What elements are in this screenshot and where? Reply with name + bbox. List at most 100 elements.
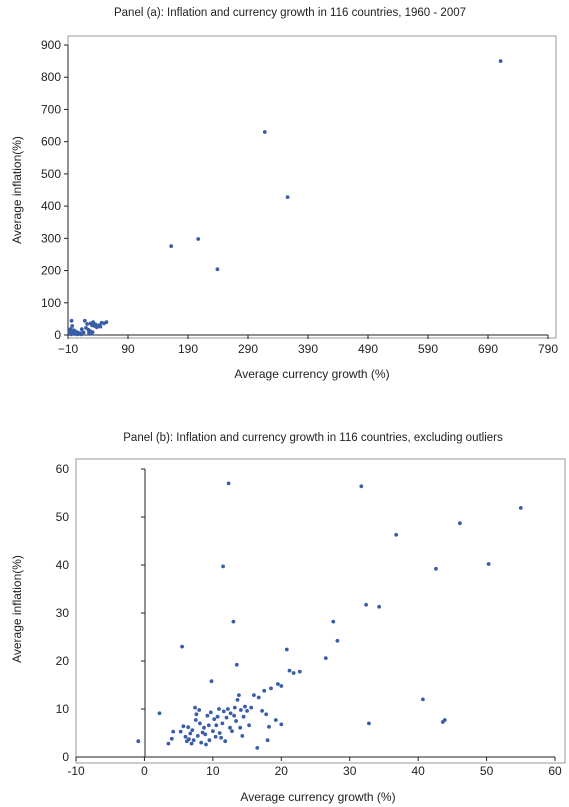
panel-b-data-point [269, 686, 273, 691]
panel-b-data-point [221, 564, 226, 569]
panel-b-data-point [198, 721, 202, 726]
panel-b-x-tick-label: 20 [275, 764, 289, 778]
panel-b-data-point [367, 721, 371, 726]
panel-b-data-point [166, 741, 171, 746]
panel-b-x-tick-label: 30 [343, 764, 357, 778]
panel-b-data-point [194, 712, 199, 717]
panel-b-data-point [178, 729, 183, 734]
panel-b-y-tick-label: 60 [56, 462, 70, 476]
panel-b-data-point [238, 725, 243, 730]
panel-b-data-point [228, 711, 233, 716]
panel-a-data-point [93, 322, 98, 327]
panel-b-data-point [394, 532, 399, 537]
panel-b-x-tick-label: -10 [67, 764, 85, 778]
panel-a-data-point [82, 318, 87, 323]
panel-b-data-point [234, 719, 239, 723]
panel-b-x-tick-label: 40 [411, 764, 425, 778]
panel-b-data-point [215, 714, 220, 719]
panel-b-data-point [235, 698, 240, 702]
panel-b-data-point [231, 619, 236, 624]
panel-b-data-point [202, 725, 206, 730]
panel-b-data-point [226, 481, 231, 486]
panel-b-data-point [518, 506, 523, 510]
panel-b-data-point [237, 693, 241, 697]
panel-a-data-point [98, 324, 103, 329]
panel-b-data-point [219, 735, 224, 740]
panel-b-data-point [193, 718, 198, 722]
panel-b-title: Panel (b): Inflation and currency growth… [123, 432, 503, 444]
panel-b-data-point [359, 484, 364, 489]
panel-a-data-point [262, 130, 267, 134]
panel-b-x-tick-label: 50 [480, 764, 494, 778]
panel-a-data-point [85, 322, 90, 326]
panel-b-x-tick-label: 0 [141, 764, 148, 778]
panel-a-title: Panel (a): Inflation and currency growth… [114, 7, 466, 19]
panel-b-data-point [230, 729, 234, 733]
panel-b-data-point [252, 693, 256, 697]
panel-a-y-axis-label: Average inflation(%) [10, 136, 24, 244]
panel-b-data-point [364, 602, 368, 607]
panel-b-data-point [243, 704, 247, 709]
panel-b-data-point [208, 710, 213, 715]
panel-b-data-point [169, 736, 174, 741]
panel-a-y-tick-label: 900 [41, 38, 61, 52]
panel-a-x-tick-label: 490 [358, 342, 378, 356]
panel-b-data-point [171, 729, 176, 734]
panel-b-data-point [195, 734, 200, 738]
panel-b-data-point [214, 723, 219, 728]
panel-a-x-axis-label: Average currency growth (%) [234, 367, 389, 381]
panel-b-data-point [232, 705, 237, 710]
panel-b-data-point [189, 741, 194, 746]
panel-b-data-point [223, 739, 228, 744]
panel-b-y-ticks: 0 10 20 30 40 50 60 [56, 462, 145, 764]
panel-b-data-point [199, 740, 204, 745]
panel-b-data-point [204, 742, 208, 747]
panel-b-data-point [228, 725, 232, 730]
panel-b-data-point [188, 731, 193, 736]
panel-b-y-tick-label: 20 [56, 654, 70, 668]
panel-b-data-point [264, 712, 269, 717]
panel-b-data-point [486, 562, 491, 566]
panel-b-data-point [234, 662, 239, 667]
panel-a-data-point [70, 324, 75, 328]
panel-b-data-point [287, 668, 292, 673]
panel-b-data-point [212, 717, 217, 721]
panel-b-data-point [267, 724, 271, 729]
panel-a: Panel (a): Inflation and currency growth… [10, 7, 558, 381]
panel-b-data-point [232, 713, 237, 718]
panel-b-y-tick-label: 50 [56, 510, 70, 524]
panel-b-data-point [203, 732, 208, 737]
panel-a-y-tick-label: 500 [41, 167, 61, 181]
panel-a-data-point [69, 318, 74, 323]
panel-b-points [136, 481, 523, 750]
panel-a-y-tick-label: 0 [54, 328, 61, 342]
panel-a-data-point [196, 237, 201, 241]
panel-a-points [67, 59, 503, 337]
panel-b-data-point [206, 723, 211, 728]
panel-a-y-tick-label: 600 [41, 135, 61, 149]
panel-a-data-point [498, 59, 503, 63]
panel-b-data-point [187, 737, 191, 742]
panel-b-data-point [291, 671, 296, 675]
panel-b-data-point [442, 718, 447, 722]
panel-b-data-point [207, 738, 212, 743]
panel-a-y-tick-label: 200 [41, 264, 61, 278]
panel-b-data-point [186, 725, 191, 730]
panel-b-data-point [191, 738, 196, 743]
panel-a-x-tick-label: 190 [178, 342, 198, 356]
panel-b-data-point [157, 711, 162, 716]
panel-a-y-ticks: 0 100 200 300 400 500 600 700 800 900 [41, 38, 68, 342]
panel-b-data-point [136, 739, 141, 744]
panel-b-y-tick-label: 0 [62, 750, 69, 764]
panel-b-y-tick-label: 30 [56, 606, 70, 620]
panel-b-data-point [193, 705, 198, 710]
panel-b-data-point [241, 714, 246, 719]
panel-b-data-point [335, 638, 340, 643]
panel-b-y-tick-label: 40 [56, 558, 70, 572]
panel-a-x-tick-label: 390 [298, 342, 318, 356]
panel-b-data-point [284, 647, 289, 652]
panel-b-x-axis-label: Average currency growth (%) [240, 790, 395, 804]
panel-b-data-point [217, 731, 222, 735]
panel-a-y-tick-label: 700 [41, 102, 61, 116]
